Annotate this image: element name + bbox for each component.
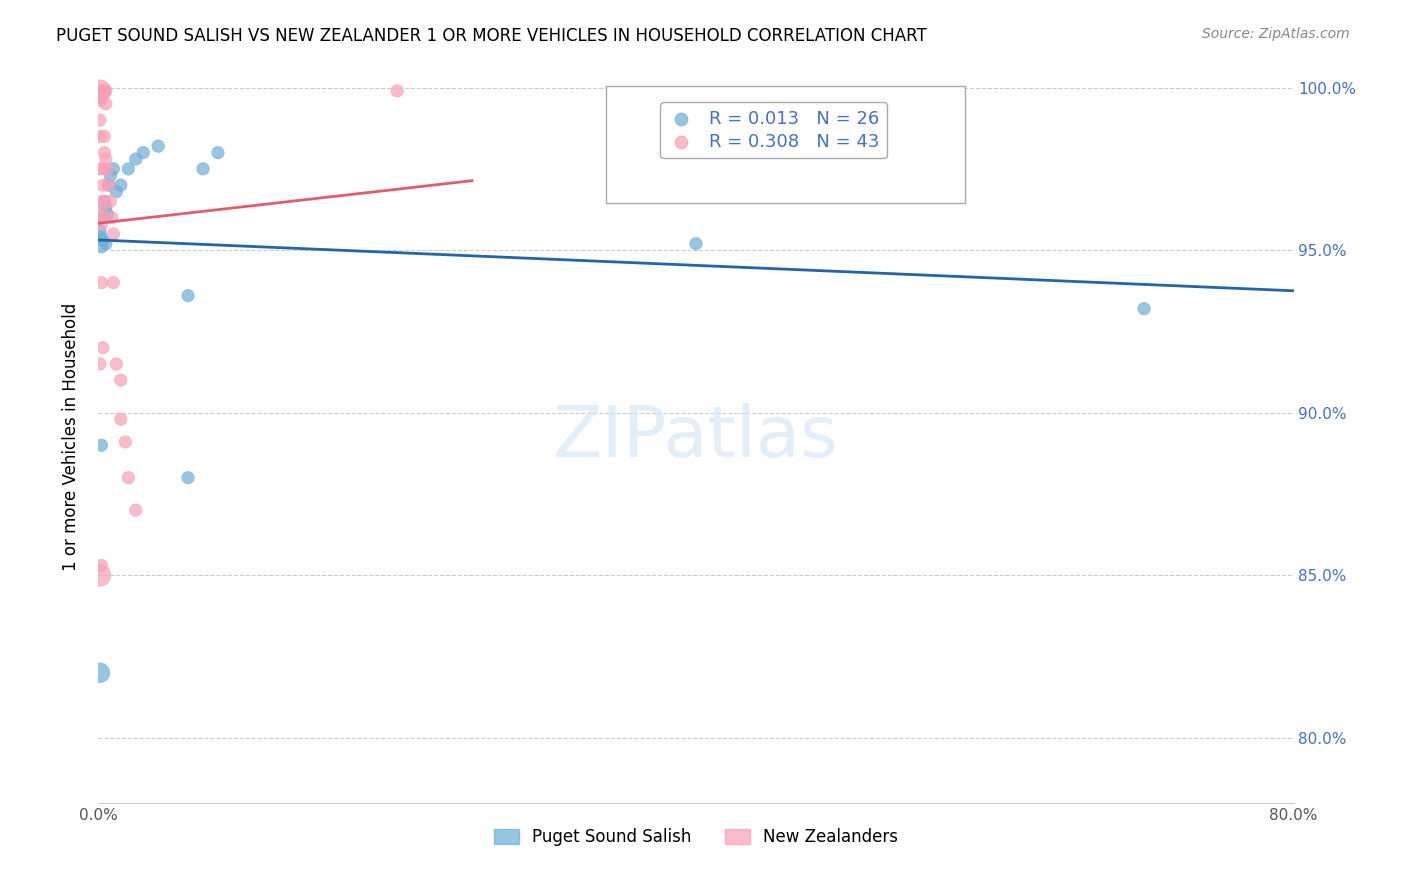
Point bbox=[94, 236, 117, 251]
Point bbox=[110, 373, 132, 387]
FancyBboxPatch shape bbox=[606, 86, 965, 203]
Point bbox=[93, 194, 115, 209]
Text: ZIPatlas: ZIPatlas bbox=[553, 402, 839, 472]
Point bbox=[91, 161, 114, 176]
Point bbox=[93, 84, 115, 98]
Point bbox=[98, 169, 122, 183]
Point bbox=[90, 87, 112, 102]
Point bbox=[90, 558, 112, 573]
Point bbox=[93, 129, 115, 144]
Point bbox=[94, 96, 117, 111]
Point bbox=[89, 129, 111, 144]
Point bbox=[177, 288, 200, 302]
Point bbox=[91, 84, 114, 98]
Point bbox=[89, 161, 111, 176]
Point bbox=[90, 217, 112, 231]
Point bbox=[207, 145, 229, 160]
Point bbox=[91, 211, 114, 225]
Point bbox=[91, 234, 114, 248]
Text: PUGET SOUND SALISH VS NEW ZEALANDER 1 OR MORE VEHICLES IN HOUSEHOLD CORRELATION : PUGET SOUND SALISH VS NEW ZEALANDER 1 OR… bbox=[56, 27, 927, 45]
Point bbox=[90, 438, 112, 452]
Point bbox=[177, 471, 200, 485]
Point bbox=[94, 152, 117, 166]
Point bbox=[685, 236, 707, 251]
Point bbox=[91, 341, 114, 355]
Point bbox=[110, 178, 132, 193]
Point bbox=[93, 145, 115, 160]
Point bbox=[89, 84, 111, 98]
Point bbox=[110, 412, 132, 426]
Point bbox=[90, 194, 112, 209]
Point bbox=[96, 207, 118, 221]
Point bbox=[103, 276, 125, 290]
Point bbox=[105, 185, 128, 199]
Point bbox=[89, 224, 111, 238]
Point bbox=[90, 240, 112, 254]
Point bbox=[117, 471, 139, 485]
Point bbox=[125, 152, 148, 166]
Point bbox=[90, 276, 112, 290]
Legend: Puget Sound Salish, New Zealanders: Puget Sound Salish, New Zealanders bbox=[486, 822, 905, 853]
Point bbox=[97, 178, 120, 193]
Point bbox=[125, 503, 148, 517]
Point bbox=[89, 87, 111, 102]
Point bbox=[91, 178, 114, 193]
Point bbox=[89, 357, 111, 371]
Point bbox=[191, 161, 214, 176]
Point bbox=[1133, 301, 1156, 316]
Point bbox=[93, 194, 115, 209]
Point bbox=[89, 113, 111, 128]
Point bbox=[385, 84, 409, 98]
Point bbox=[114, 434, 136, 449]
Point bbox=[89, 665, 111, 680]
Point bbox=[103, 161, 125, 176]
Point bbox=[89, 94, 111, 108]
Point bbox=[103, 227, 125, 241]
Point bbox=[94, 84, 117, 98]
Point bbox=[96, 161, 118, 176]
Point bbox=[90, 230, 112, 244]
Y-axis label: 1 or more Vehicles in Household: 1 or more Vehicles in Household bbox=[62, 303, 80, 571]
Point bbox=[97, 178, 120, 193]
Point bbox=[90, 204, 112, 219]
Point bbox=[90, 90, 112, 104]
Point bbox=[94, 201, 117, 215]
Point bbox=[89, 90, 111, 104]
Point bbox=[101, 211, 124, 225]
Text: Source: ZipAtlas.com: Source: ZipAtlas.com bbox=[1202, 27, 1350, 41]
Point bbox=[90, 84, 112, 98]
Point bbox=[91, 87, 114, 102]
Point bbox=[117, 161, 139, 176]
Point bbox=[98, 194, 122, 209]
Point bbox=[105, 357, 128, 371]
Point bbox=[148, 139, 170, 153]
Point bbox=[132, 145, 155, 160]
Point bbox=[91, 211, 114, 225]
Point bbox=[89, 568, 111, 582]
